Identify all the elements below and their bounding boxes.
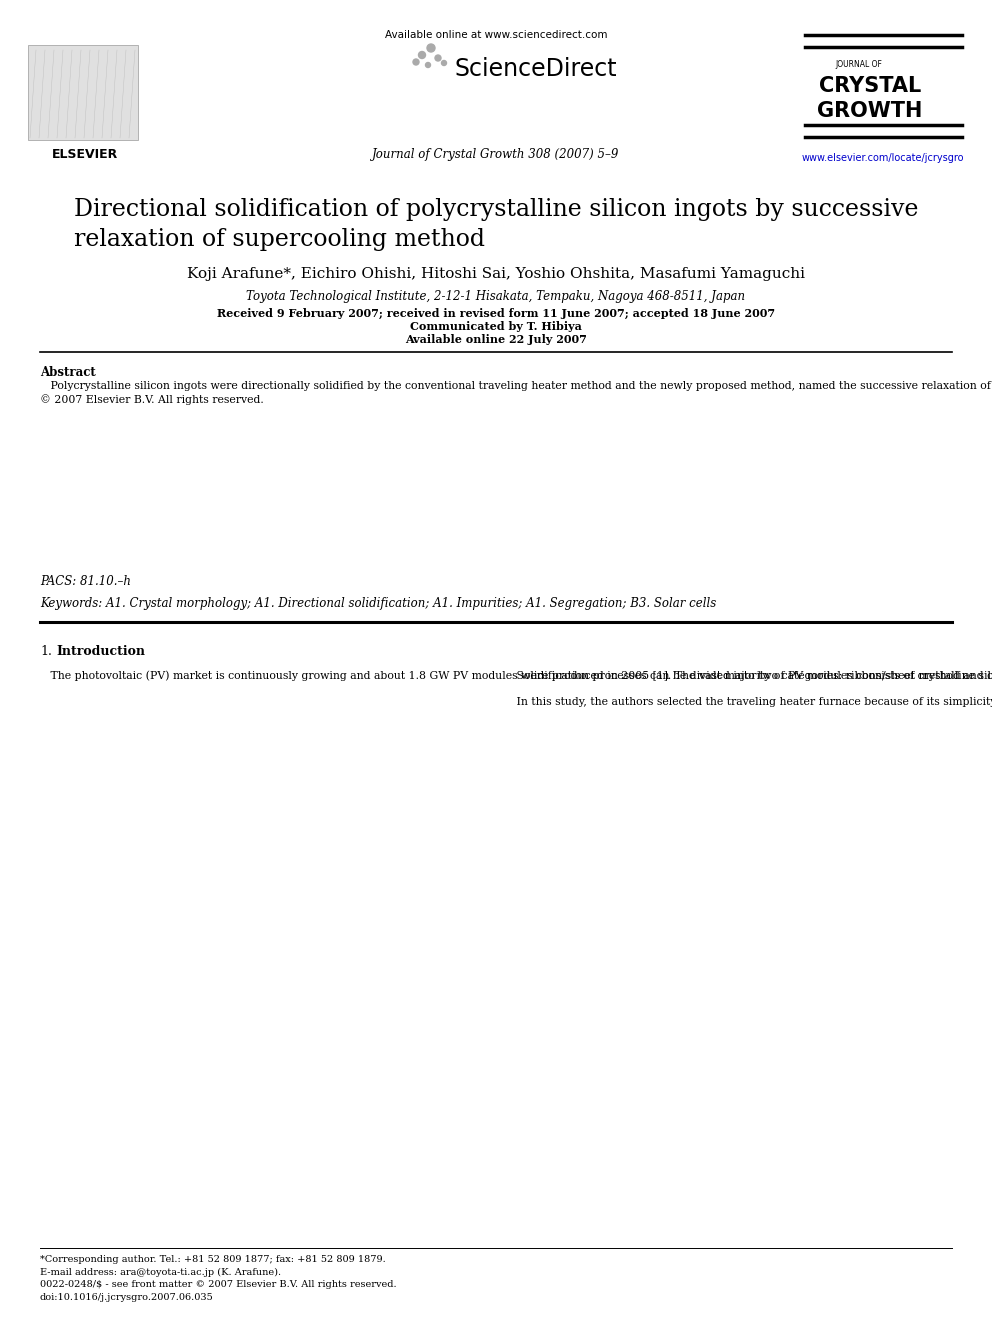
Text: Keywords: A1. Crystal morphology; A1. Directional solidification; A1. Impurities: Keywords: A1. Crystal morphology; A1. Di… <box>40 597 716 610</box>
Text: Solidification processes can be divided into two categories: ribbon/sheet method: Solidification processes can be divided … <box>506 669 992 706</box>
Circle shape <box>427 44 435 52</box>
Text: PACS: 81.10.–h: PACS: 81.10.–h <box>40 576 131 587</box>
Text: The photovoltaic (PV) market is continuously growing and about 1.8 GW PV modules: The photovoltaic (PV) market is continuo… <box>40 669 992 680</box>
Circle shape <box>426 62 431 67</box>
Text: Polycrystalline silicon ingots were directionally solidified by the conventional: Polycrystalline silicon ingots were dire… <box>40 380 992 405</box>
Text: Journal of Crystal Growth 308 (2007) 5–9: Journal of Crystal Growth 308 (2007) 5–9 <box>372 148 620 161</box>
Text: ScienceDirect: ScienceDirect <box>455 57 618 81</box>
Circle shape <box>419 52 426 58</box>
Text: ELSEVIER: ELSEVIER <box>52 148 118 161</box>
Text: JOURNAL OF: JOURNAL OF <box>835 60 882 69</box>
Text: *Corresponding author. Tel.: +81 52 809 1877; fax: +81 52 809 1879.
E-mail addre: *Corresponding author. Tel.: +81 52 809 … <box>40 1256 386 1277</box>
Text: www.elsevier.com/locate/jcrysgro: www.elsevier.com/locate/jcrysgro <box>802 153 964 163</box>
Bar <box>28 45 138 140</box>
Text: Abstract: Abstract <box>40 366 96 378</box>
Text: Available online 22 July 2007: Available online 22 July 2007 <box>405 333 587 345</box>
Text: Available online at www.sciencedirect.com: Available online at www.sciencedirect.co… <box>385 30 607 40</box>
Circle shape <box>413 60 419 65</box>
Text: Introduction: Introduction <box>56 646 145 658</box>
Text: Directional solidification of polycrystalline silicon ingots by successive
relax: Directional solidification of polycrysta… <box>73 198 919 251</box>
Text: CRYSTAL: CRYSTAL <box>818 75 922 97</box>
Text: Communicated by T. Hibiya: Communicated by T. Hibiya <box>410 321 582 332</box>
Text: Koji Arafune*, Eichiro Ohishi, Hitoshi Sai, Yoshio Ohshita, Masafumi Yamaguchi: Koji Arafune*, Eichiro Ohishi, Hitoshi S… <box>187 267 805 280</box>
Text: 0022-0248/$ - see front matter © 2007 Elsevier B.V. All rights reserved.
doi:10.: 0022-0248/$ - see front matter © 2007 El… <box>40 1279 397 1302</box>
Circle shape <box>435 56 441 61</box>
Text: Received 9 February 2007; received in revised form 11 June 2007; accepted 18 Jun: Received 9 February 2007; received in re… <box>217 308 775 319</box>
Text: 1.: 1. <box>40 646 52 658</box>
Text: Toyota Technological Institute, 2-12-1 Hisakata, Tempaku, Nagoya 468-8511, Japan: Toyota Technological Institute, 2-12-1 H… <box>246 290 746 303</box>
Text: GROWTH: GROWTH <box>817 101 923 120</box>
Circle shape <box>441 61 446 66</box>
